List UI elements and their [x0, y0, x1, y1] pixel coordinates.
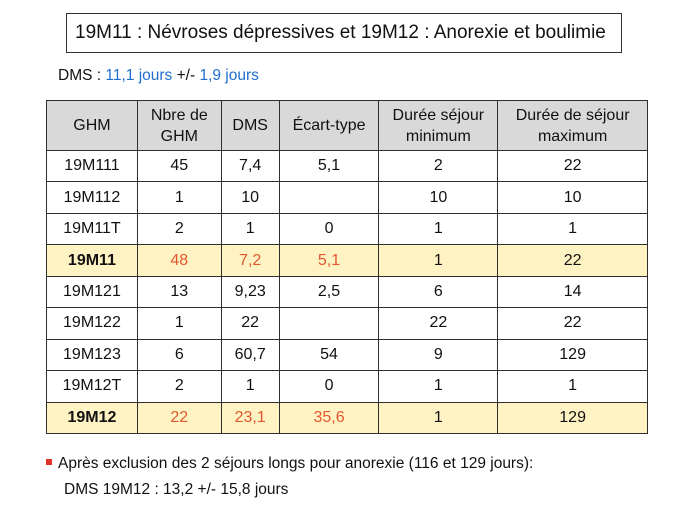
header-duree-min: Durée séjour minimum	[378, 100, 499, 151]
cell-ecart-type: 54	[278, 338, 380, 372]
cell-ecart-type: 5,1	[278, 244, 380, 277]
cell-dms: 22	[220, 307, 280, 340]
cell-duree-max: 129	[497, 401, 648, 434]
header-dms-line: DMS	[232, 117, 268, 134]
dms-label: DMS :	[58, 67, 106, 84]
header-duree-min-line: minimum	[405, 127, 471, 145]
cell-ghm: 19M123	[46, 338, 138, 372]
cell-duree-max: 14	[497, 275, 648, 309]
table-header: GHM Nbre de GHM DMS Écart-type Durée séjour mi…	[46, 100, 648, 151]
cell-ghm: 19M12	[46, 401, 138, 434]
cell-duree-min: 1	[378, 370, 499, 403]
table-row: 19M111 45 7,4 5,1 2 22	[46, 149, 648, 183]
table-row: 19M123 6 60,7 54 9 129	[46, 338, 648, 372]
cell-duree-min: 9	[378, 338, 499, 372]
subtotal-row: 19M12 22 23,1 35,6 1 129	[46, 401, 648, 434]
header-duree-max-line: maximum	[537, 127, 608, 145]
table-row: 19M11T 2 1 0 1 1	[46, 212, 648, 246]
table-header-row: GHM Nbre de GHM DMS Écart-type Durée séjour mi…	[46, 100, 648, 151]
note-line-1: Après exclusion des 2 séjours longs pour…	[46, 455, 533, 473]
header-ghm: GHM	[46, 100, 138, 151]
table-row: 19M112 1 10 10 10	[46, 181, 648, 214]
header-duree-max: Durée de séjour maximum	[497, 100, 648, 151]
cell-duree-min: 10	[378, 181, 499, 214]
cell-nbre: 1	[136, 181, 222, 214]
cell-dms: 9,23	[220, 275, 280, 309]
cell-nbre: 48	[136, 244, 222, 277]
cell-nbre: 13	[136, 275, 222, 309]
cell-ghm: 19M11T	[46, 212, 138, 246]
header-ecart-type: Écart-type	[278, 100, 380, 151]
cell-duree-min: 1	[378, 244, 499, 277]
cell-dms: 7,2	[220, 244, 280, 277]
dms-value: 11,1 jours	[105, 67, 173, 84]
header-duree-max-line: Durée de séjour	[515, 106, 630, 124]
dms-summary: DMS : 11,1 jours +/- 1,9 jours	[58, 67, 259, 85]
cell-duree-max: 1	[497, 370, 648, 403]
cell-dms: 60,7	[220, 338, 280, 372]
cell-duree-min: 22	[378, 307, 499, 340]
cell-duree-min: 2	[378, 149, 499, 183]
table-row: 19M12T 2 1 0 1 1	[46, 370, 648, 403]
note-text-1: Après exclusion des 2 séjours longs pour…	[58, 455, 534, 472]
table-body: 19M111 45 7,4 5,1 2 22 19M112 1 10 10 10 19M11T 2 1 0 1…	[46, 149, 648, 434]
cell-duree-max: 129	[497, 338, 648, 372]
cell-nbre: 2	[136, 212, 222, 246]
cell-duree-min: 1	[378, 212, 499, 246]
header-ghm-line: GHM	[73, 117, 111, 134]
note-line-2: DMS 19M12 : 13,2 +/- 15,8 jours	[64, 481, 289, 498]
cell-dms: 23,1	[220, 401, 280, 434]
cell-duree-max: 22	[497, 307, 648, 340]
slide-title: 19M11 : Névroses dépressives et 19M12 : …	[66, 13, 622, 53]
cell-ecart-type: 5,1	[278, 149, 380, 183]
header-dms: DMS	[220, 100, 280, 151]
cell-duree-max: 10	[497, 181, 648, 214]
cell-ecart-type	[278, 307, 380, 340]
table-row: 19M121 13 9,23 2,5 6 14	[46, 275, 648, 309]
cell-ecart-type: 35,6	[278, 401, 380, 434]
header-nbre: Nbre de GHM	[136, 100, 222, 151]
dms-sd: 1,9 jours	[199, 67, 259, 84]
cell-ghm: 19M12T	[46, 370, 138, 403]
subtotal-row: 19M11 48 7,2 5,1 1 22	[46, 244, 648, 277]
bullet-icon	[46, 458, 52, 465]
cell-duree-max: 1	[497, 212, 648, 246]
cell-ecart-type	[278, 181, 380, 214]
cell-nbre: 2	[136, 370, 222, 403]
cell-nbre: 1	[136, 307, 222, 340]
cell-dms: 10	[220, 181, 280, 214]
cell-dms: 1	[220, 212, 280, 246]
cell-dms: 7,4	[220, 149, 280, 183]
cell-ghm: 19M112	[46, 181, 138, 214]
ghm-table: GHM Nbre de GHM DMS Écart-type Durée séjour mi…	[46, 100, 648, 434]
cell-duree-min: 6	[378, 275, 499, 309]
cell-duree-max: 22	[497, 149, 648, 183]
cell-ghm: 19M121	[46, 275, 138, 309]
cell-ecart-type: 0	[278, 212, 380, 246]
header-ecart-type-line: Écart-type	[292, 117, 366, 134]
cell-ghm: 19M11	[46, 244, 138, 277]
table-row: 19M122 1 22 22 22	[46, 307, 648, 340]
dms-separator: +/-	[172, 67, 200, 84]
header-duree-min-line: Durée séjour	[392, 106, 485, 124]
cell-ghm: 19M111	[46, 149, 138, 183]
cell-dms: 1	[220, 370, 280, 403]
cell-nbre: 45	[136, 149, 222, 183]
cell-nbre: 22	[136, 401, 222, 434]
header-nbre-line: Nbre de	[150, 106, 208, 124]
cell-ghm: 19M122	[46, 307, 138, 340]
cell-nbre: 6	[136, 338, 222, 372]
header-nbre-line: GHM	[160, 127, 198, 145]
cell-ecart-type: 0	[278, 370, 380, 403]
cell-ecart-type: 2,5	[278, 275, 380, 309]
cell-duree-min: 1	[378, 401, 499, 434]
cell-duree-max: 22	[497, 244, 648, 277]
